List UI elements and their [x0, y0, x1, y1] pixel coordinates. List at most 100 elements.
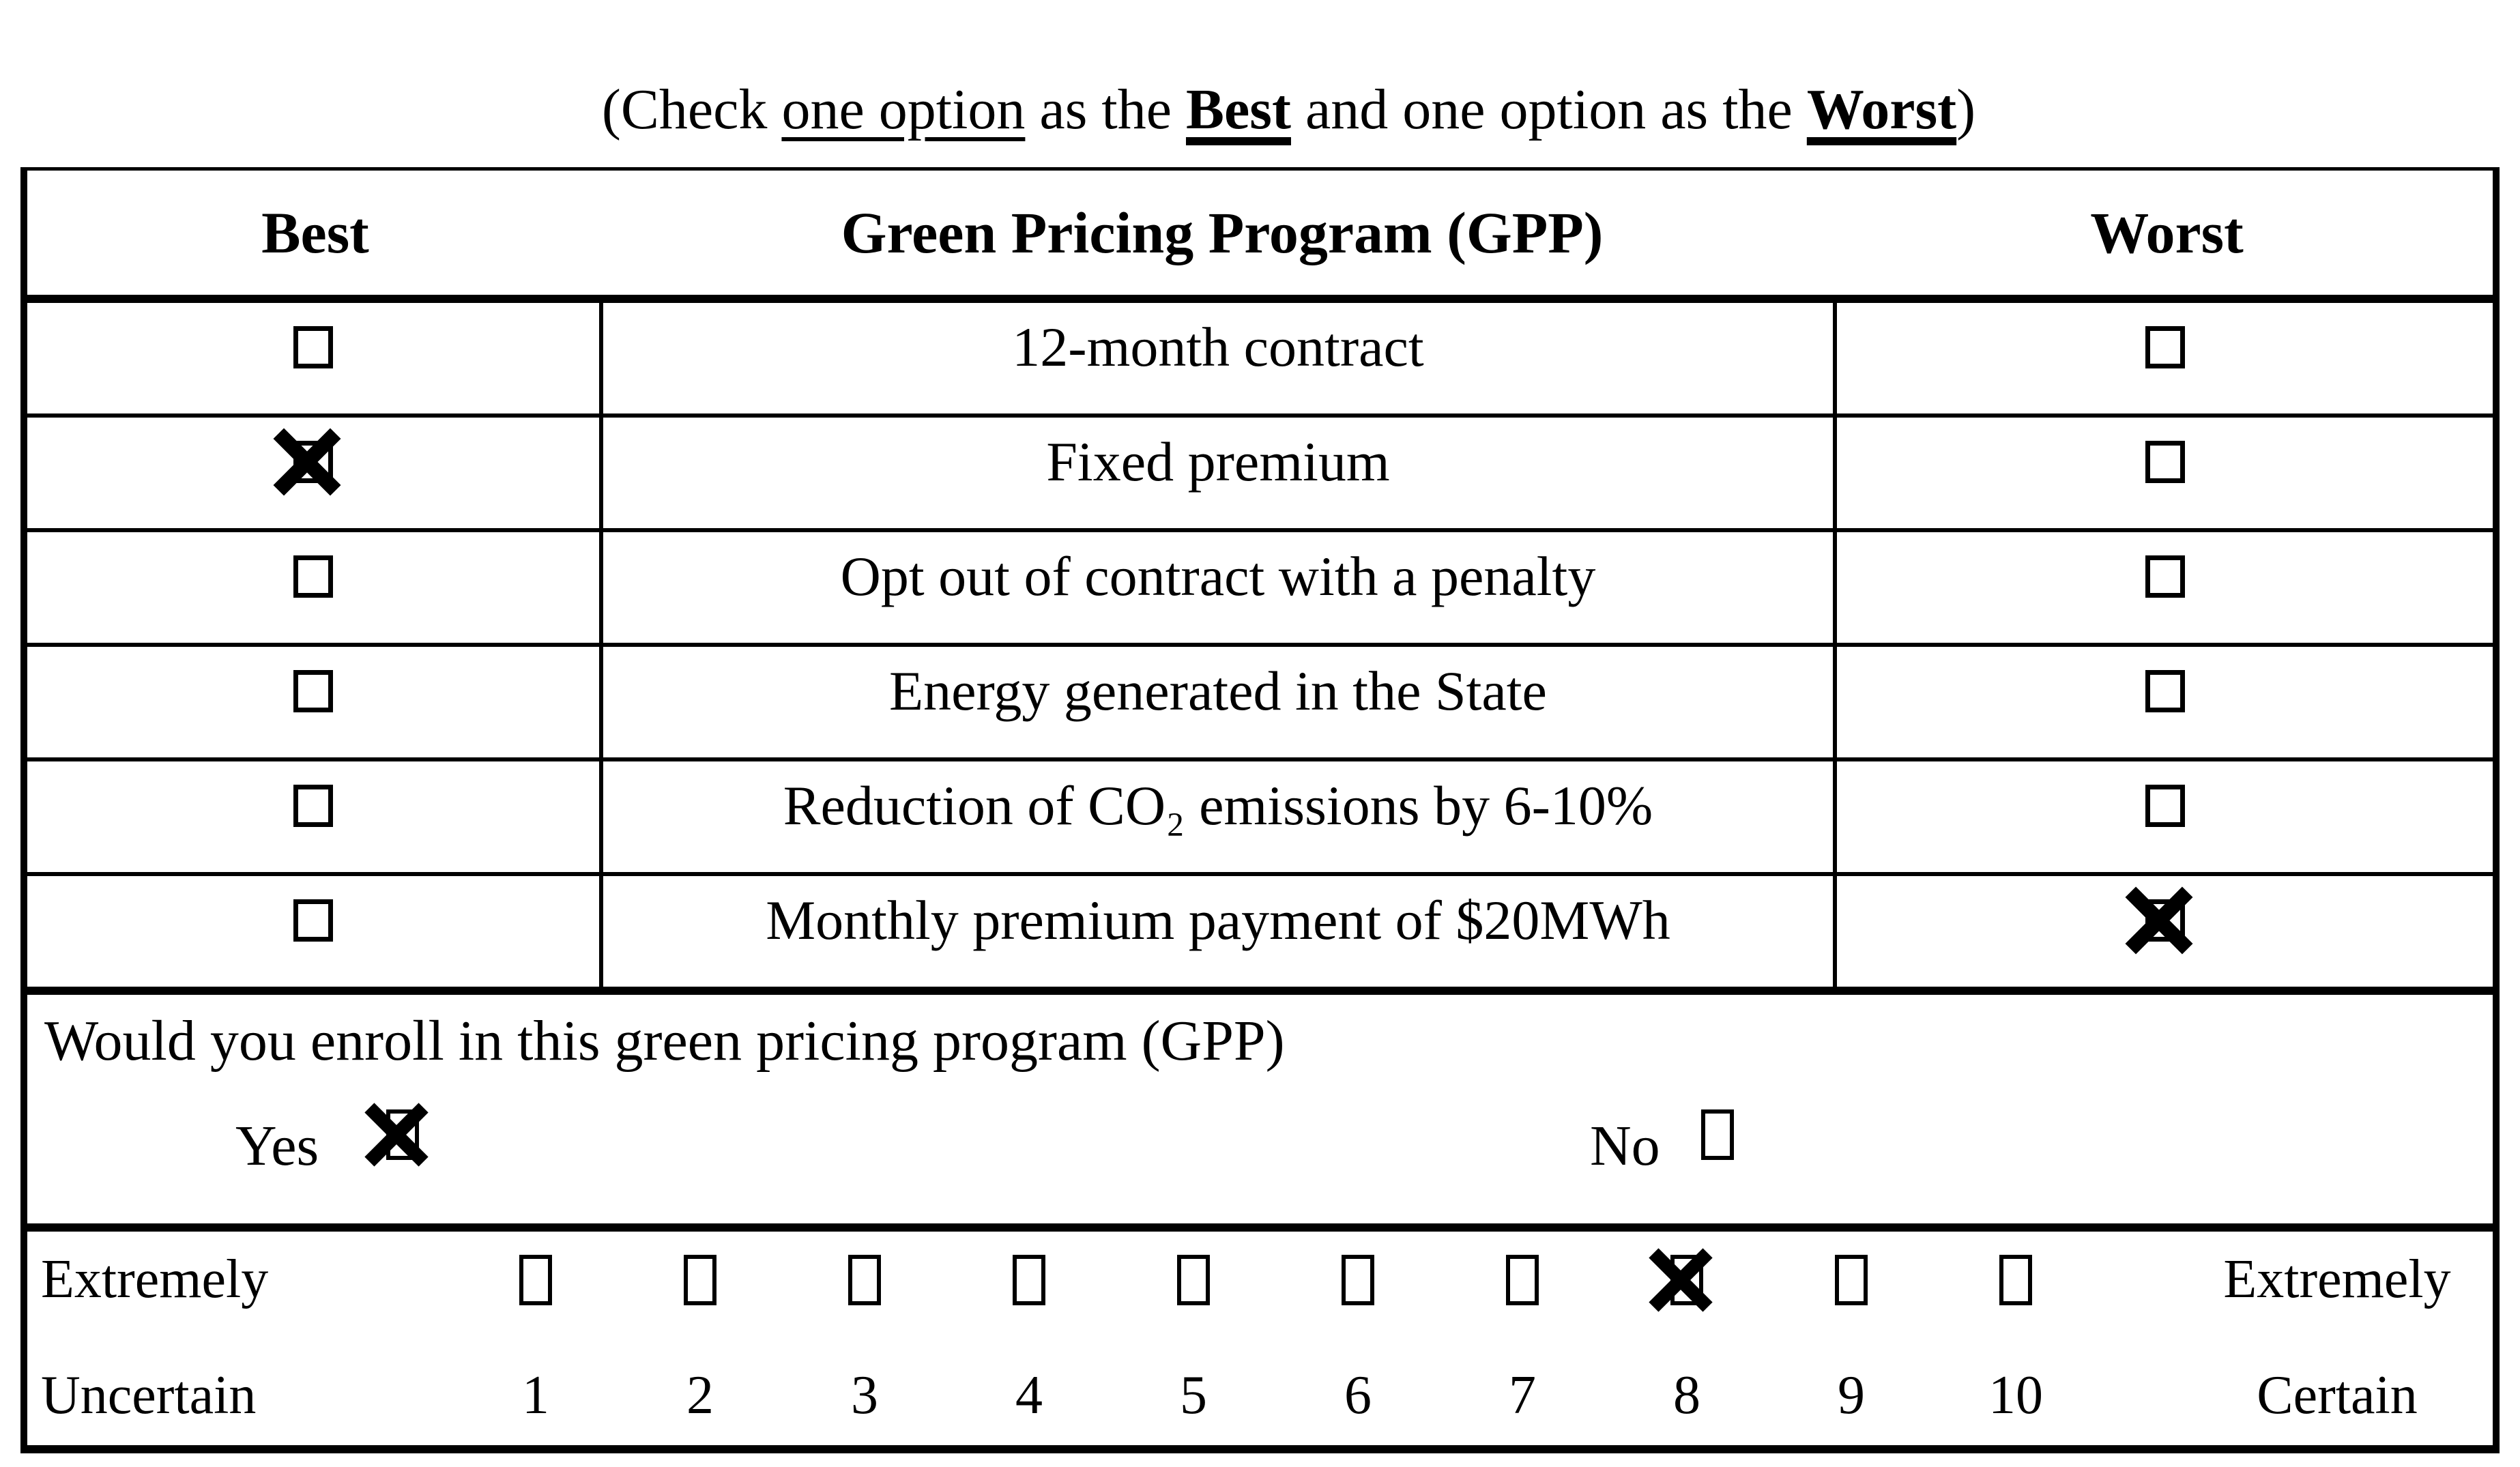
best-checkbox-row-2[interactable]	[273, 428, 341, 496]
certainty-checkbox-3[interactable]	[848, 1255, 881, 1305]
enroll-no-label: No	[1590, 1114, 1660, 1178]
certainty-option-9: 9	[1804, 1232, 1899, 1445]
certainty-checkbox-1[interactable]	[519, 1255, 552, 1305]
best-worst-choice-table: Best Green Pricing Program (GPP) Worst 1…	[20, 167, 2500, 1453]
title-worst-emphasis: Worst	[1806, 77, 1957, 141]
certainty-number-label: 8	[1673, 1365, 1700, 1425]
worst-checkbox-cell	[1837, 647, 2493, 757]
program-attribute-label: Opt out of contract with a penalty	[840, 545, 1596, 607]
best-checkbox-row-3[interactable]	[293, 555, 333, 598]
column-header-best: Best	[261, 200, 369, 265]
checkbox-frame	[293, 555, 333, 598]
certainty-option-7: 7	[1475, 1232, 1570, 1445]
table-row: Opt out of contract with a penalty	[27, 532, 2493, 647]
certainty-option-6: 6	[1310, 1232, 1406, 1445]
program-attribute-label: Monthly premium payment of $20MWh	[766, 889, 1670, 951]
certainty-checkbox-4[interactable]	[1013, 1255, 1045, 1305]
attribute-label-cell: Opt out of contract with a penalty	[603, 532, 1837, 643]
certainty-number-label: 4	[1015, 1365, 1043, 1425]
checkbox-frame	[1506, 1255, 1539, 1305]
best-checkbox-cell	[27, 876, 603, 987]
instruction-title: (Check one option as the Best and one op…	[0, 11, 2520, 209]
checkbox-frame	[293, 785, 333, 827]
certainty-option-8: 8	[1639, 1232, 1735, 1445]
certainty-number-label: 10	[1988, 1365, 2043, 1425]
attribute-label-cell: Energy generated in the State	[603, 647, 1837, 757]
certainty-number-label: 1	[522, 1365, 549, 1425]
worst-checkbox-row-4[interactable]	[2145, 670, 2185, 712]
certainty-checkbox-7[interactable]	[1506, 1255, 1539, 1305]
enroll-no-checkbox[interactable]	[1701, 1109, 1734, 1160]
table-row: Reduction of CO₂ emissions by 6-10%	[27, 761, 2493, 876]
title-best-emphasis: Best	[1186, 77, 1291, 141]
enroll-section: Would you enroll in this green pricing p…	[27, 995, 2493, 1232]
best-checkbox-row-5[interactable]	[293, 785, 333, 827]
enroll-question: Would you enroll in this green pricing p…	[44, 1009, 1285, 1073]
program-attribute-label: Reduction of CO₂ emissions by 6-10%	[783, 774, 1653, 837]
scale-right-label-line2: Certain	[2257, 1365, 2418, 1425]
checkbox-frame	[2145, 326, 2185, 368]
certainty-checkbox-9[interactable]	[1835, 1255, 1868, 1305]
worst-checkbox-cell	[1837, 761, 2493, 872]
checkbox-frame	[2145, 441, 2185, 483]
checkbox-frame	[1342, 1255, 1374, 1305]
program-attribute-label: 12-month contract	[1012, 316, 1424, 378]
certainty-checkbox-2[interactable]	[684, 1255, 716, 1305]
certainty-option-4: 4	[981, 1232, 1077, 1445]
title-text: (Check	[601, 77, 782, 141]
certainty-scale: Extremely Uncertain Extremely Certain 1 2…	[27, 1232, 2493, 1445]
certainty-number-label: 6	[1344, 1365, 1372, 1425]
worst-checkbox-row-3[interactable]	[2145, 555, 2185, 598]
column-header-worst: Worst	[2090, 200, 2244, 265]
program-attribute-label: Fixed premium	[1046, 431, 1390, 493]
attribute-label-cell: 12-month contract	[603, 303, 1837, 413]
worst-checkbox-row-1[interactable]	[2145, 326, 2185, 368]
checkbox-frame	[293, 670, 333, 712]
worst-checkbox-cell	[1837, 303, 2493, 413]
certainty-option-2: 2	[652, 1232, 748, 1445]
worst-checkbox-row-5[interactable]	[2145, 785, 2185, 827]
certainty-option-1: 1	[488, 1232, 583, 1445]
attribute-label-cell: Fixed premium	[603, 418, 1837, 528]
certainty-number-label: 5	[1180, 1365, 1207, 1425]
checkbox-frame	[2145, 555, 2185, 598]
certainty-checkbox-5[interactable]	[1177, 1255, 1210, 1305]
title-one-option-underlined: one option	[781, 77, 1026, 141]
certainty-checkbox-6[interactable]	[1342, 1255, 1374, 1305]
best-checkbox-cell	[27, 647, 603, 757]
title-text: )	[1956, 77, 1976, 141]
certainty-checkbox-8[interactable]	[1649, 1248, 1713, 1312]
worst-checkbox-cell	[1837, 532, 2493, 643]
certainty-number-label: 9	[1838, 1365, 1865, 1425]
attribute-label-cell: Monthly premium payment of $20MWh	[603, 876, 1837, 987]
certainty-option-3: 3	[817, 1232, 912, 1445]
checkbox-frame	[1177, 1255, 1210, 1305]
scale-left-label-line1: Extremely	[41, 1249, 269, 1309]
title-text: as the	[1025, 77, 1186, 141]
checkbox-frame	[848, 1255, 881, 1305]
table-row: Monthly premium payment of $20MWh	[27, 876, 2493, 995]
best-checkbox-cell	[27, 303, 603, 413]
title-text: and one option as the	[1290, 77, 1807, 141]
best-checkbox-cell	[27, 761, 603, 872]
best-checkbox-cell	[27, 532, 603, 643]
best-checkbox-row-6[interactable]	[293, 899, 333, 942]
certainty-checkbox-10[interactable]	[1999, 1255, 2032, 1305]
enroll-yes-checkbox[interactable]	[364, 1103, 429, 1167]
checkbox-frame	[1701, 1109, 1734, 1160]
checkbox-frame	[2145, 670, 2185, 712]
certainty-option-10: 10	[1968, 1232, 2063, 1445]
program-attribute-label: Energy generated in the State	[889, 660, 1547, 722]
checkbox-frame	[2145, 785, 2185, 827]
worst-checkbox-row-6[interactable]	[2125, 886, 2192, 955]
table-row: 12-month contract	[27, 303, 2493, 418]
checkbox-frame	[293, 326, 333, 368]
checkbox-frame	[1999, 1255, 2032, 1305]
column-header-program: Green Pricing Program (GPP)	[841, 200, 1604, 265]
best-checkbox-row-4[interactable]	[293, 670, 333, 712]
worst-checkbox-row-2[interactable]	[2145, 441, 2185, 483]
worst-checkbox-cell	[1837, 418, 2493, 528]
best-checkbox-row-1[interactable]	[293, 326, 333, 368]
scale-right-label-line1: Extremely	[2223, 1249, 2451, 1309]
